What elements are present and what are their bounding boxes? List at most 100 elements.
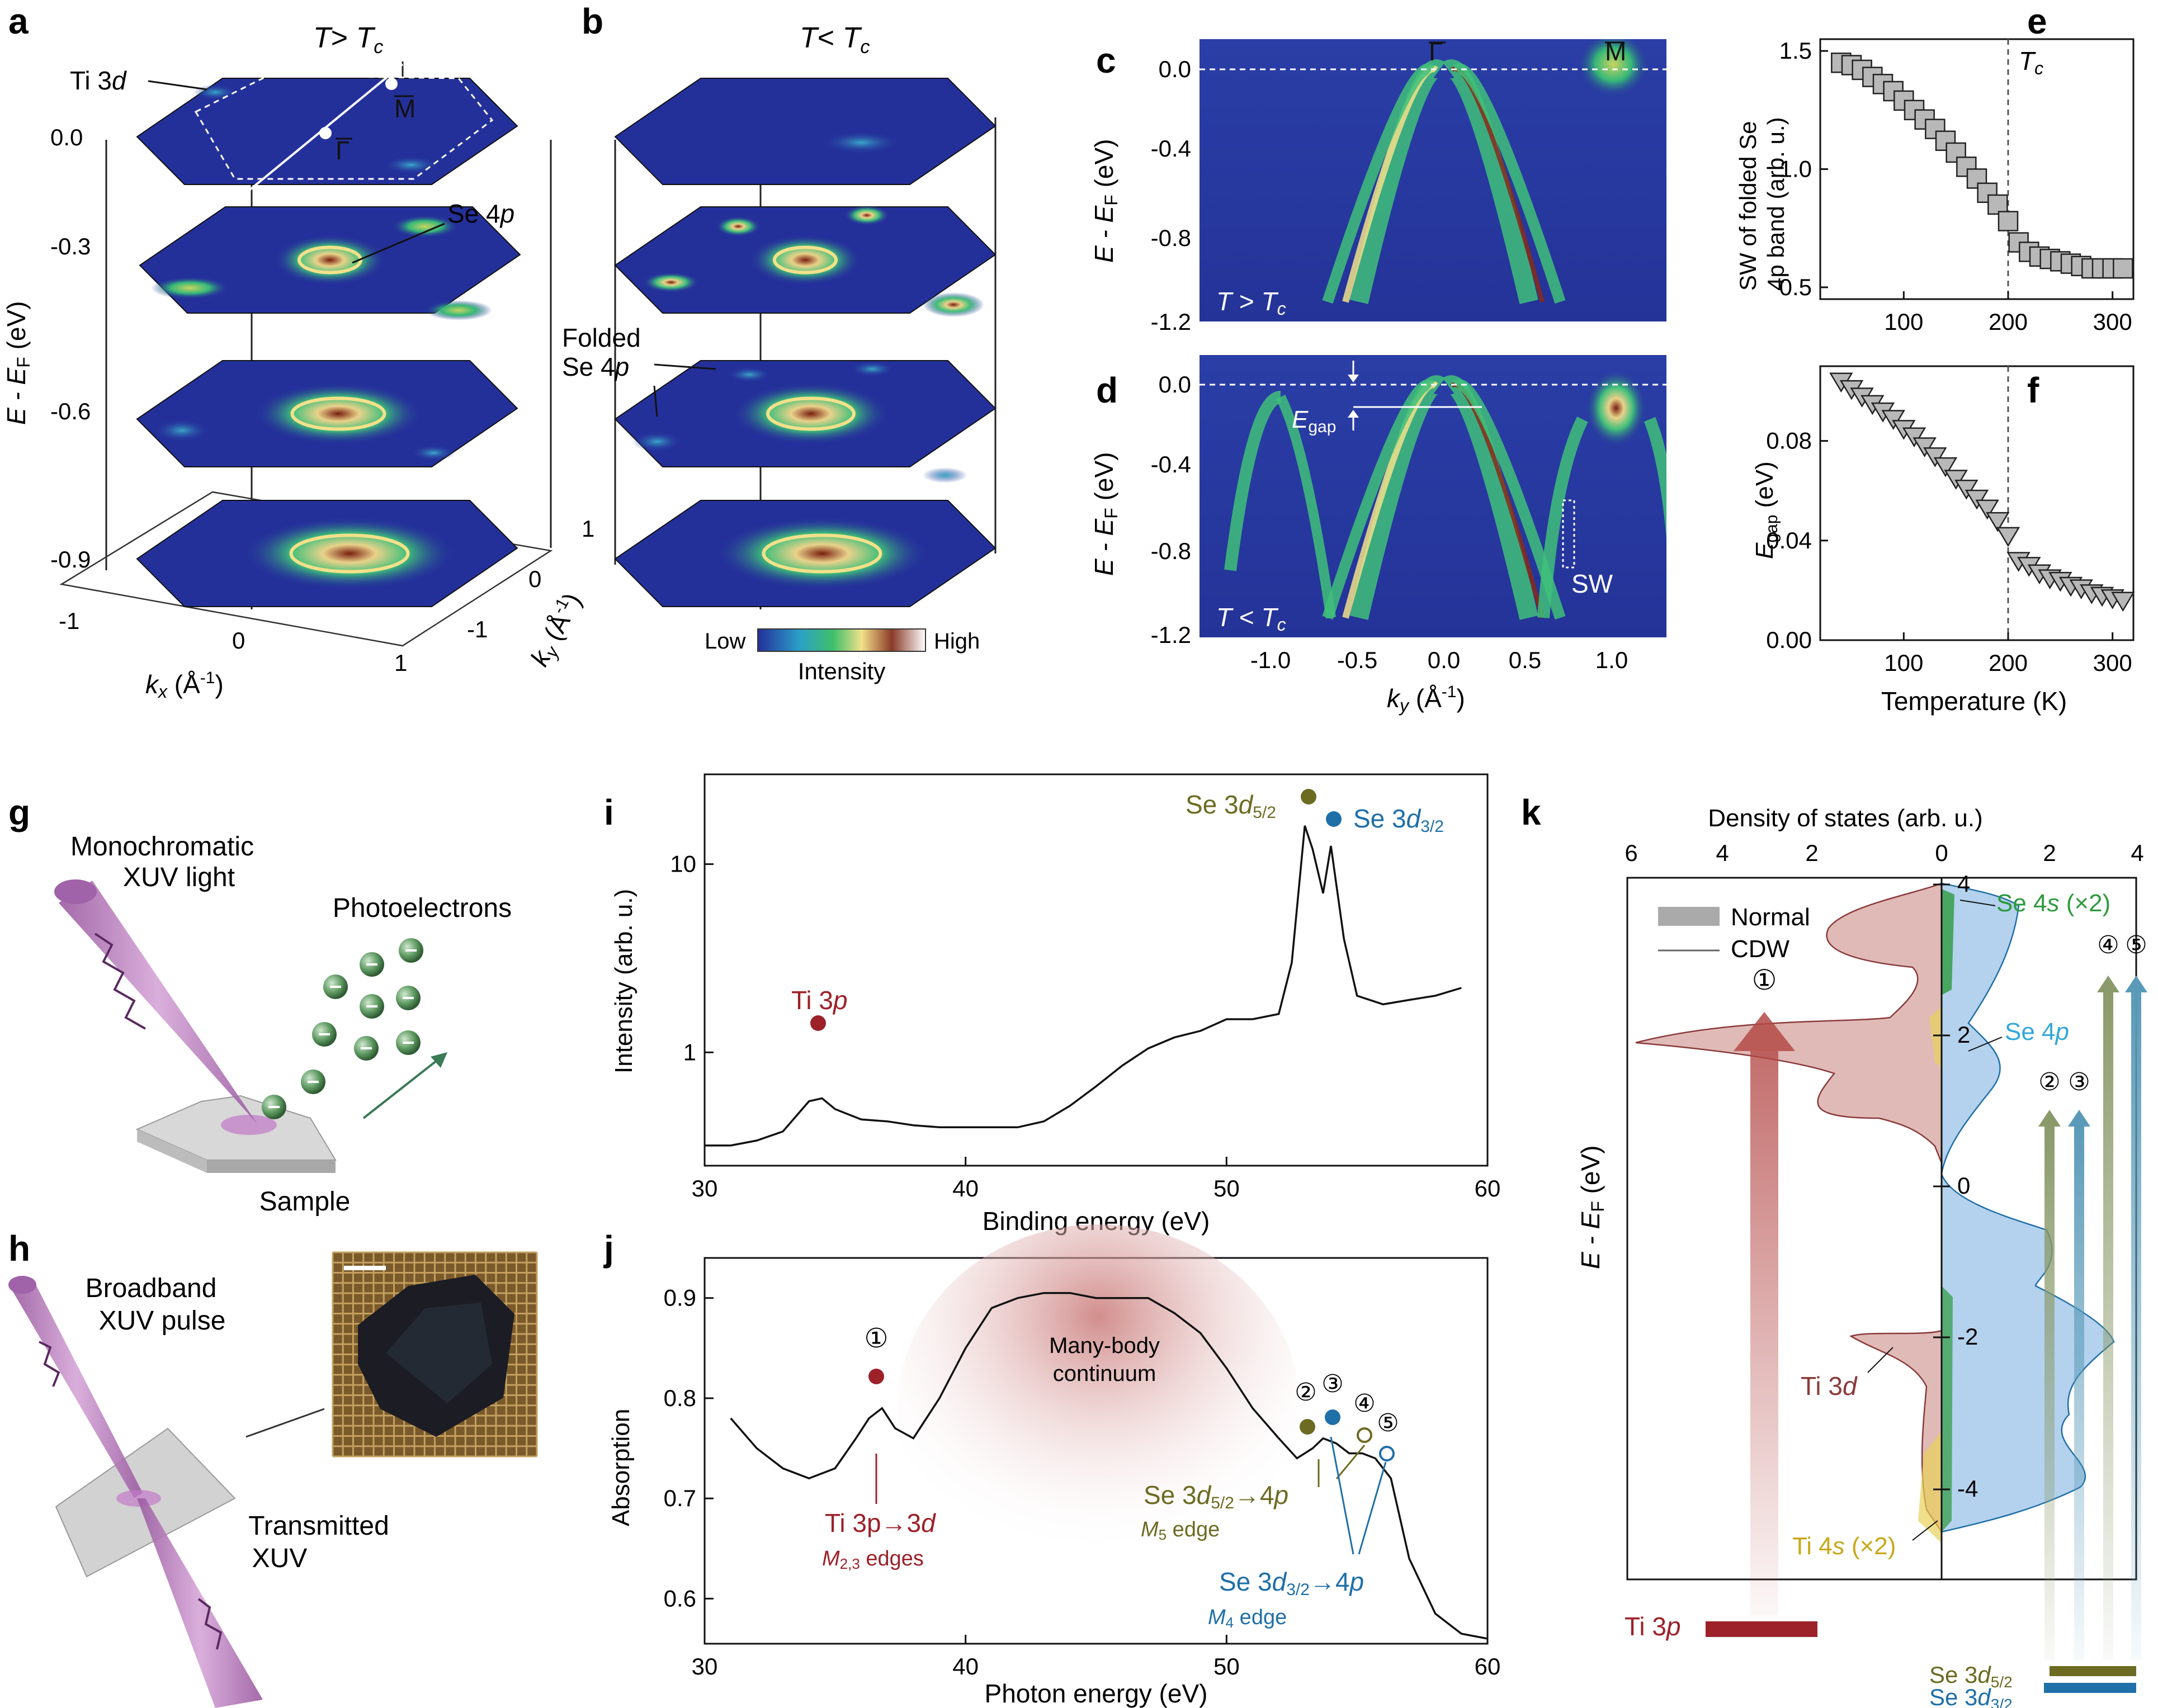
k-ylabel: E - EF (eV) <box>1576 1146 1608 1269</box>
i-ti3p: Ti 3p <box>791 986 848 1015</box>
k-se32: Se 3d3/2 <box>1929 1684 2013 1708</box>
panel-f: 0.00 0.04 0.08 100 200 300 Egap (eV) Temperat… <box>1751 365 2135 716</box>
dos-se4s-upper <box>1942 889 1954 995</box>
e-ylabel-2: 4p band (arb. u.) <box>1763 117 1789 291</box>
h-trans-2: XUV <box>252 1544 308 1573</box>
a-kytick-2: -1 <box>467 616 488 642</box>
h-pulse-1: Broadband <box>86 1274 217 1303</box>
a-kxlabel: kx (Å-1) <box>145 669 224 702</box>
b-layer-3-blob <box>716 517 928 590</box>
a-layer-3 <box>136 500 518 607</box>
b-folded-2: Se 4p <box>562 352 629 381</box>
i-se32: Se 3d3/2 <box>1353 804 1444 836</box>
k-legend-cdw: CDW <box>1731 935 1790 963</box>
chartF-point <box>1996 527 2020 547</box>
k-se-arrow-head <box>2068 1110 2090 1127</box>
panel-label-d: d <box>1096 370 1118 410</box>
a-layer-2-ring <box>290 396 386 431</box>
c-ytick-2: -0.8 <box>1151 225 1191 251</box>
a-kytick-0: 1 <box>582 515 594 542</box>
e-ylabel-1: SW of folded Se <box>1735 121 1761 291</box>
i-ytick-label: 1 <box>683 1039 696 1065</box>
cb-high: High <box>934 629 980 654</box>
j-ytick-label: 0.7 <box>664 1485 696 1511</box>
j-xtick-label: 60 <box>1475 1653 1501 1679</box>
b-layer-2-ring <box>766 396 856 431</box>
d-ytick-2: -0.8 <box>1151 538 1191 564</box>
bandsD-band <box>1322 379 1435 620</box>
k-top-tick-4: 2 <box>2043 840 2056 866</box>
b-layer-0-blob <box>822 131 900 154</box>
k-top-tick-0: 6 <box>1625 840 1637 866</box>
d-xtick-0: -1.0 <box>1250 647 1291 673</box>
a-etick-2: -0.6 <box>50 398 91 424</box>
k-etick-0: 4 <box>1957 870 1970 897</box>
bandsC-band <box>1453 63 1566 304</box>
a-layer-3-blob <box>243 517 456 590</box>
a-layer-1-blob <box>151 277 229 299</box>
a-layer-1-blob <box>274 235 386 285</box>
panel-label-i: i <box>604 792 614 832</box>
chartF-xtick-label: 100 <box>1884 650 1923 676</box>
chartF-point <box>2111 592 2135 612</box>
chartE-xtick-label: 200 <box>1989 309 2028 335</box>
panel-label-a: a <box>8 1 29 41</box>
panel-label-c: c <box>1096 40 1116 81</box>
j-se32-edge: M4 edge <box>1208 1606 1287 1631</box>
k-marker-2: ② <box>2038 1068 2060 1096</box>
b-layer-1-blob <box>749 235 861 285</box>
k-top-tick-5: 4 <box>2131 840 2143 866</box>
j-continuum-2: continuum <box>1053 1361 1156 1386</box>
j-ti-edge: M2,3 edges <box>822 1547 924 1572</box>
chartE-ytick-label: 0.5 <box>1779 274 1812 300</box>
k-top-tick-3: 0 <box>1935 840 1948 866</box>
m-label-a: M <box>394 94 415 123</box>
i-ytick-label: 10 <box>670 851 696 877</box>
dos-ti4s <box>1918 1431 1942 1543</box>
j-continuum-1: Many-body <box>1049 1333 1160 1358</box>
chartF-ytick-label: 0.08 <box>1766 428 1812 454</box>
bandsD-m-band <box>1644 417 1666 539</box>
bandsC-m-pocket <box>1577 39 1650 98</box>
dos-ti4s-upper <box>1929 1006 1942 1068</box>
b-layer-0 <box>614 78 997 185</box>
j-xtick-label: 30 <box>692 1653 718 1679</box>
panel-e: 0.5 1.0 1.5 100 200 300 Tc SW of folded Se 4p… <box>1735 37 2135 335</box>
b-layer-3-ring <box>762 533 882 574</box>
d-xtick-2: 0.0 <box>1428 647 1460 673</box>
i-xtick-label: 40 <box>952 1175 979 1201</box>
a-bz-dashed <box>194 74 494 180</box>
a-etick-0: 0.0 <box>50 124 83 150</box>
a-layer-3-ring <box>289 533 410 574</box>
chartE-point <box>1945 142 1966 163</box>
b-layer-2-blob <box>727 367 772 382</box>
d-xtick-1: -0.5 <box>1337 647 1377 673</box>
c-ytick-0: 0.0 <box>1159 56 1191 82</box>
h-trans-1: Transmitted <box>248 1511 389 1541</box>
j-xtick-label: 40 <box>952 1653 979 1679</box>
bandsC-band <box>1322 63 1435 304</box>
chartF-point <box>1933 457 1958 477</box>
k-se-arrow-head <box>2097 976 2119 992</box>
k-se-arrow-shaft <box>2103 990 2113 1660</box>
chartF-point <box>1944 470 1968 490</box>
b-layer-2-blob <box>923 467 967 483</box>
ann-ti3d: Ti 3d <box>70 66 127 95</box>
d-ytick-1: -0.4 <box>1151 451 1191 477</box>
panel-label-g: g <box>8 792 30 832</box>
panel-label-b: b <box>582 1 603 41</box>
j-absorption-line <box>730 1291 1488 1640</box>
k-marker-5: ⑤ <box>2125 931 2147 959</box>
chartF-point <box>1965 489 1989 510</box>
panel-b-title: T< Tc <box>800 22 870 58</box>
j-ytick-label: 0.8 <box>664 1385 696 1411</box>
a-layer-1 <box>139 206 521 320</box>
k-se-arrow-head <box>2038 1110 2061 1127</box>
a-layer-0-blob <box>193 84 238 100</box>
k-se52: Se 3d5/2 <box>1929 1662 2013 1691</box>
j-ti-trans: Ti 3p→3d <box>825 1508 936 1537</box>
chartF-ytick-label: 0.04 <box>1766 527 1812 553</box>
j-marker-1: ① <box>864 1324 888 1354</box>
